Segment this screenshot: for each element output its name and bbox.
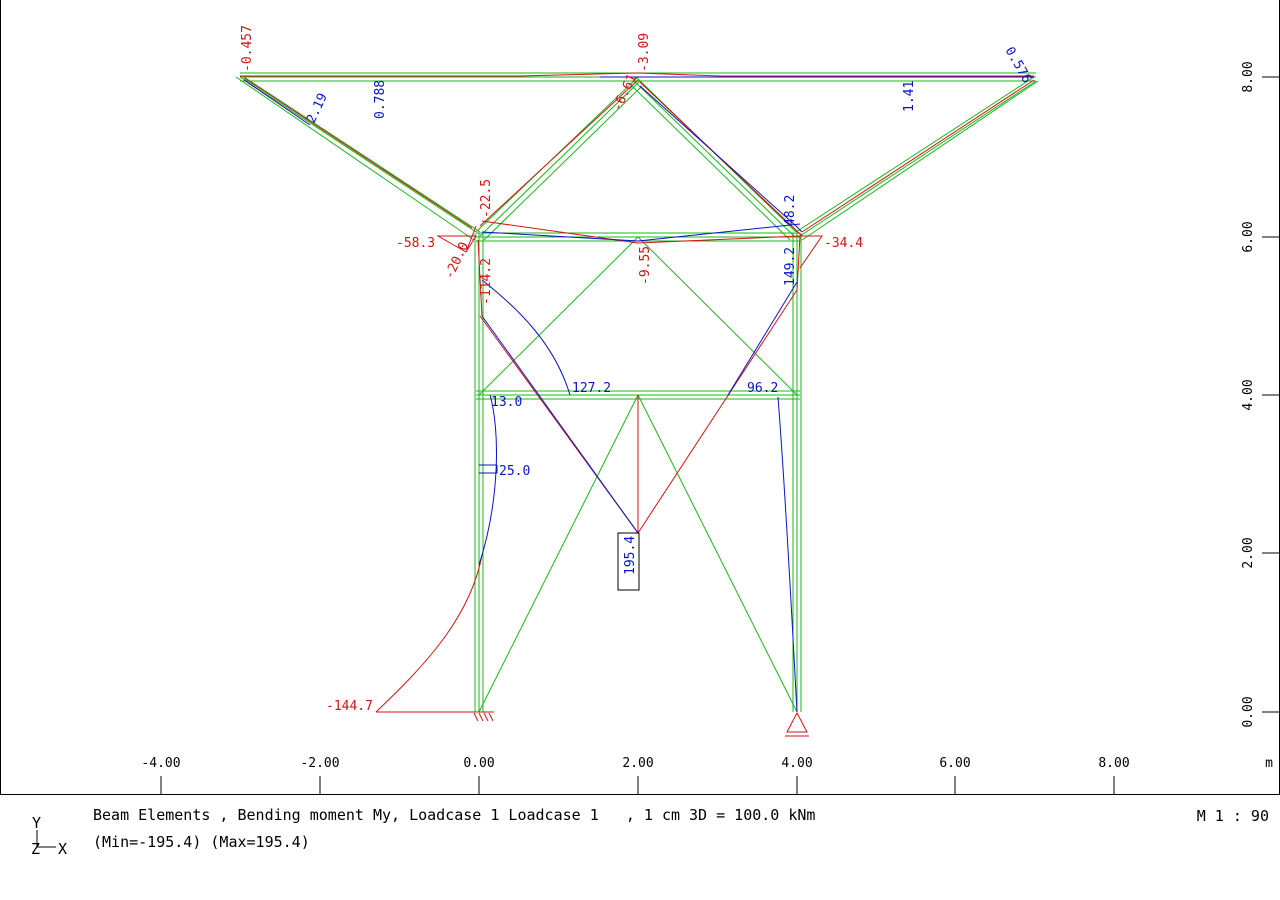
moment-label: -34.4: [824, 236, 863, 251]
base-moment-curve: [375, 554, 483, 713]
x-tick-label: 6.00: [939, 756, 970, 771]
lower-left-curve: [478, 394, 497, 566]
y-tick-label: 2.00: [1241, 537, 1256, 568]
x-tick-label: 2.00: [622, 756, 653, 771]
coordinate-axes-icon: Y Z X: [30, 814, 74, 862]
x-tick-label: -2.00: [300, 756, 339, 771]
lower-bracing-right: [637, 394, 798, 713]
x-tick-label: 4.00: [781, 756, 812, 771]
y-tick-label: 0.00: [1241, 696, 1256, 727]
moment-value-labels: -0.457 -3.09 0.576 2.19 0.788 1.41 -6.61…: [240, 25, 1034, 714]
moment-label: -58.3: [396, 236, 435, 251]
moment-label: -20.0: [442, 240, 472, 282]
result-title: Beam Elements , Bending moment My, Loadc…: [93, 806, 816, 824]
left-column-moment-upper: [477, 239, 483, 317]
moment-label: 2.19: [304, 91, 331, 126]
negative-moment-curves: [240, 72, 1035, 713]
y-tick-label: 4.00: [1241, 379, 1256, 410]
upper-beam-positive: [481, 223, 801, 242]
upper-bracing-right: [637, 236, 798, 396]
right-upper-curve: [727, 281, 798, 396]
left-diagonal-positive: [243, 79, 311, 126]
moment-label: 96.2: [747, 381, 778, 396]
right-outer-diagonal: [795, 76, 1035, 233]
inner-diagonal-moment: [479, 79, 803, 237]
max-value-box: [617, 532, 640, 591]
top-chord-moment: [240, 72, 1034, 77]
moment-label: 1.41: [902, 81, 917, 112]
x-axis-ticks: [160, 776, 1115, 794]
axis-y-label: Y: [32, 814, 41, 832]
positive-moment-curves: [243, 76, 1034, 713]
moment-label: 0.788: [373, 80, 388, 119]
moment-label: 0.576: [1002, 45, 1035, 86]
left-joint-moment: [436, 235, 477, 253]
left-outer-diagonal: [239, 76, 477, 233]
left-diagonal-moment: [243, 77, 473, 229]
fixed-support: [470, 711, 494, 722]
upper-beam-moment: [481, 220, 801, 244]
right-diagonal-positive: [639, 85, 803, 233]
right-joint-moment: [797, 235, 823, 269]
moment-label: 48.2: [783, 195, 798, 226]
drawing-scale: M 1 : 90: [1196, 807, 1269, 825]
moment-label: 13.0: [491, 395, 522, 410]
y-tick-label: 6.00: [1241, 221, 1256, 252]
moment-label: -3.09: [637, 33, 652, 72]
stub-25: [479, 464, 498, 474]
moment-label: -114.2: [479, 258, 494, 305]
axis-x-label: X: [58, 840, 67, 858]
pinned-support: [785, 711, 809, 737]
moment-label: -9.55: [638, 246, 653, 285]
y-axis-ticks: [1262, 76, 1280, 713]
moment-label: -22.5: [479, 179, 494, 218]
lower-bracing-left: [478, 394, 639, 713]
moment-label: -0.457: [240, 25, 255, 72]
upper-bracing-left: [478, 236, 639, 396]
drawing-viewport[interactable]: -4.00 -2.00 0.00 2.00 4.00 6.00 8.00 m 0…: [0, 0, 1280, 795]
max-moment-label: 195.4: [623, 536, 638, 575]
moment-label: -144.7: [326, 699, 373, 714]
x-axis-unit: m: [1265, 756, 1273, 771]
moment-label: 127.2: [572, 381, 611, 396]
right-lower-curve: [777, 396, 798, 713]
x-tick-label: -4.00: [141, 756, 180, 771]
x-tick-label: 8.00: [1098, 756, 1129, 771]
midspan-moment: [479, 235, 801, 534]
moment-label: 25.0: [499, 464, 530, 479]
x-tick-label: 0.00: [463, 756, 494, 771]
y-axis-labels: 0.00 2.00 4.00 6.00 8.00: [1241, 61, 1256, 727]
right-diagonal-moment: [801, 79, 1035, 233]
y-tick-label: 8.00: [1241, 61, 1256, 92]
structure-members: [235, 72, 1039, 713]
structure-diagram: -4.00 -2.00 0.00 2.00 4.00 6.00 8.00 m 0…: [0, 0, 1280, 795]
x-axis-labels: -4.00 -2.00 0.00 2.00 4.00 6.00 8.00 m: [141, 756, 1273, 771]
axis-z-label: Z: [31, 840, 40, 858]
moment-label: 149.2: [783, 247, 798, 286]
status-footer: Beam Elements , Bending moment My, Loadc…: [0, 795, 1280, 900]
result-minmax: (Min=-195.4) (Max=195.4): [93, 833, 310, 851]
upper-left-curve: [481, 279, 571, 396]
midspan-positive: [481, 315, 639, 534]
